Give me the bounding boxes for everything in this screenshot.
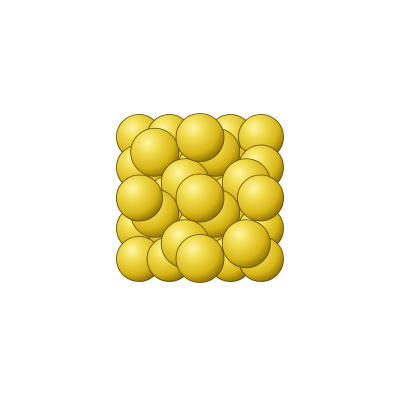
front-layer-atoms [116, 113, 284, 283]
front-atom [237, 174, 284, 222]
front-atom [221, 219, 271, 269]
front-atom [175, 234, 225, 283]
front-atom [116, 174, 163, 222]
front-atom [130, 127, 180, 177]
front-atom [175, 113, 225, 162]
front-atom [175, 173, 225, 223]
